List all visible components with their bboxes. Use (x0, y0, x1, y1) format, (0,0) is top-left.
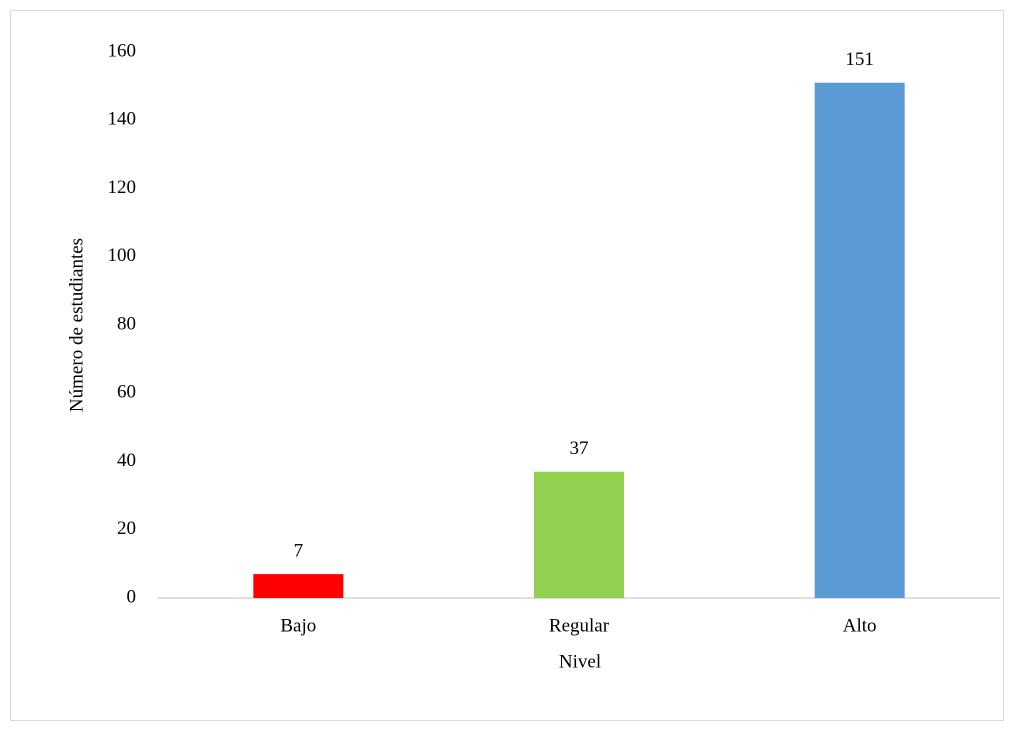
y-tick-label: 60 (117, 382, 136, 403)
x-tick-label: Bajo (280, 615, 316, 636)
y-axis-label: Número de estudiantes (66, 238, 87, 412)
y-tick-label: 160 (108, 40, 137, 61)
y-tick-label: 120 (108, 177, 137, 198)
data-label: 7 (294, 540, 304, 561)
y-tick-label: 0 (127, 586, 137, 607)
y-tick-label: 80 (117, 313, 136, 334)
x-tick-label: Alto (843, 615, 877, 636)
x-tick-label: Regular (549, 615, 610, 636)
y-tick-label: 140 (108, 109, 137, 130)
bar (814, 82, 905, 598)
data-label: 37 (570, 438, 589, 459)
y-tick-label: 20 (117, 518, 136, 539)
y-tick-label: 40 (117, 450, 136, 471)
bar (534, 471, 624, 598)
data-label: 151 (845, 49, 874, 70)
y-tick-label: 100 (108, 245, 137, 266)
x-axis-label: Nivel (559, 651, 601, 672)
bar (253, 574, 344, 598)
